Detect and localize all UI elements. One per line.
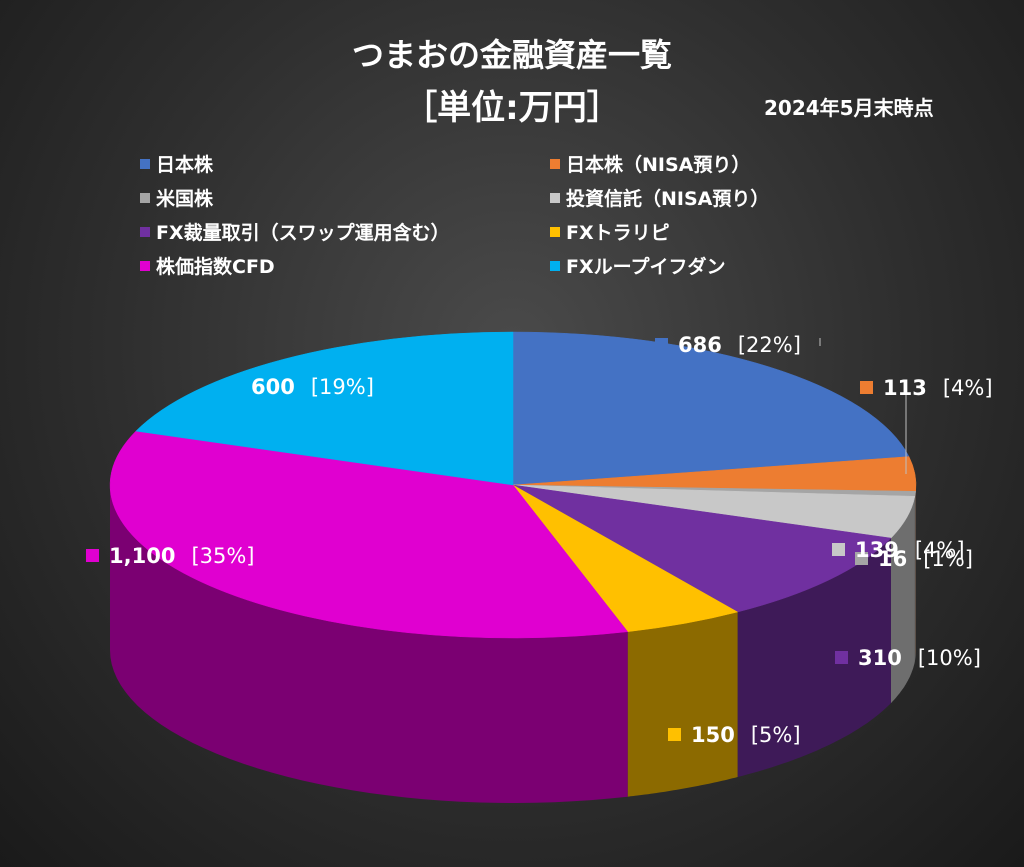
data-label-value: 139 (855, 538, 899, 562)
data-label-value: 600 (251, 375, 295, 399)
legend-item: 米国株 (140, 184, 213, 211)
data-label: 600 [19%] (228, 375, 374, 399)
data-label-percent: [19%] (310, 375, 374, 399)
pie-side-wall (110, 485, 628, 803)
data-label-percent: [4%] (942, 376, 993, 400)
data-label-value: 113 (883, 376, 927, 400)
data-label: 1,100 [35%] (86, 544, 255, 568)
legend-item: FX裁量取引（スワップ運用含む） (140, 218, 450, 245)
legend-label: 株価指数CFD (156, 256, 275, 278)
data-label-percent: [4%] (914, 538, 965, 562)
data-label: 16 [1%] (855, 547, 973, 571)
chart-title: つまおの金融資産一覧 (351, 36, 672, 74)
data-label-percent: [35%] (191, 544, 255, 568)
data-label: 139 [4%] (832, 538, 965, 562)
legend-item: 投資信託（NISA預り） (550, 184, 769, 211)
data-label-value: 1,100 (109, 544, 176, 568)
legend-label: 日本株（NISA預り） (566, 154, 751, 176)
data-label-value: 686 (678, 333, 722, 357)
data-label-value: 16 (878, 547, 908, 571)
legend-label: 米国株 (156, 188, 214, 210)
legend-label: 日本株 (156, 154, 214, 176)
legend-swatch (550, 260, 560, 271)
data-label-value: 310 (858, 646, 902, 670)
chart-subtitle: ［単位:万円］ (403, 88, 621, 128)
pie-slice (109, 430, 629, 639)
legend-swatch (140, 260, 150, 271)
data-label-swatch (655, 337, 668, 351)
legend-item: 株価指数CFD (140, 252, 275, 279)
data-label-swatch (668, 727, 681, 741)
pie-tops (109, 331, 917, 639)
data-label-percent: [22%] (737, 333, 801, 357)
legend-item: FXトラリピ (550, 218, 670, 245)
pie-side-wall (914, 491, 916, 662)
legend-label: FXループイフダン (566, 256, 726, 278)
data-label-swatch (835, 650, 848, 664)
as-of-date: 2024年5月末時点 (764, 96, 934, 120)
data-label: 310 [10%] (835, 646, 981, 670)
data-label-percent: [5%] (750, 723, 801, 747)
data-label-swatch (832, 542, 845, 556)
legend-item: 日本株（NISA預り） (550, 150, 750, 177)
pie-slice (512, 331, 910, 486)
legend-label: 投資信託（NISA預り） (566, 188, 770, 210)
pie-side-wall (891, 496, 915, 704)
data-label-value: 150 (691, 723, 735, 747)
legend-swatch (140, 158, 150, 169)
data-label: 113 [4%] (860, 376, 993, 400)
data-label-swatch (855, 551, 868, 565)
data-label-swatch (860, 380, 873, 394)
data-label: 150 [5%] (668, 723, 801, 747)
pie-side-wall (737, 538, 891, 777)
data-label-percent: [1%] (923, 547, 973, 571)
legend-item: 日本株 (140, 150, 213, 177)
legend-item: FXループイフダン (550, 252, 726, 279)
leader-lines (819, 338, 907, 474)
legend-label: FX裁量取引（スワップ運用含む） (156, 222, 450, 244)
legend-swatch (550, 158, 560, 169)
data-label-swatch (86, 548, 99, 562)
data-label-swatch (228, 379, 241, 393)
pie-slice (512, 484, 892, 613)
legend-swatch (550, 192, 560, 203)
legend-swatch (140, 192, 150, 203)
legend-swatch (140, 226, 150, 237)
pie-side-wall (627, 612, 738, 797)
data-label: 686 [22%] (655, 333, 801, 357)
data-label-percent: [10%] (917, 646, 981, 670)
legend-swatch (550, 226, 560, 237)
pie-sides (110, 485, 916, 803)
legend-label: FXトラリピ (566, 222, 670, 244)
pie-slice (135, 331, 514, 486)
